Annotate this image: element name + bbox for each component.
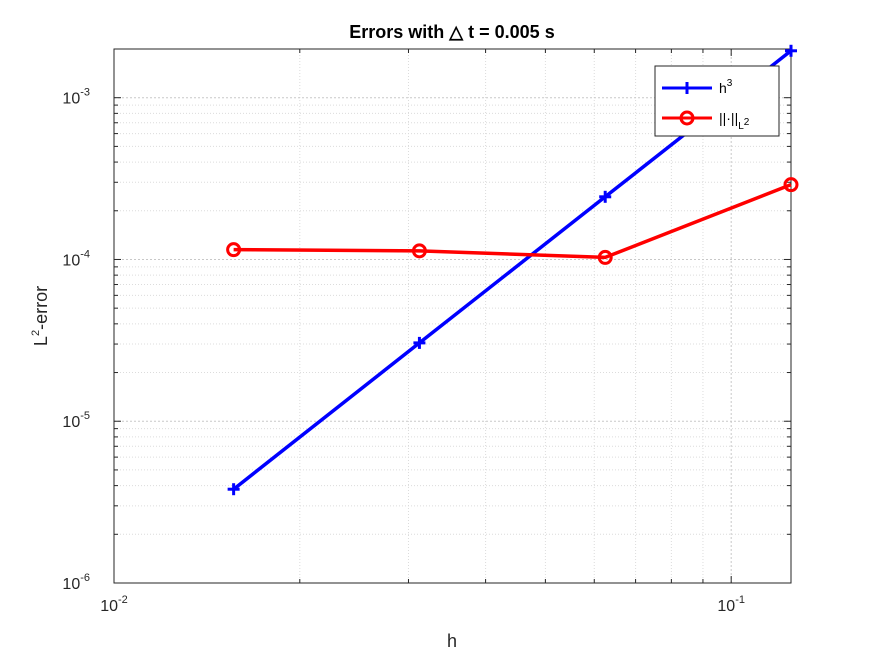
- legend-label-series-2: ||·||L2: [719, 110, 750, 132]
- y-axis-label: L2-error: [30, 286, 51, 346]
- series-1-point: [413, 336, 426, 349]
- series-2-point: [411, 243, 427, 259]
- tick-labels: 10-2 10-1 10-6 10-5 10-4 10-3: [62, 87, 745, 615]
- x-axis-label: h: [447, 631, 457, 651]
- legend-box: [654, 65, 780, 137]
- series-1-point: [227, 483, 240, 496]
- y-tick-label: 10-4: [62, 248, 90, 269]
- x-tick-label: 10-1: [717, 594, 745, 615]
- legend-label-series-1: h3: [719, 78, 733, 96]
- y-axis-label-sup: 2: [30, 330, 42, 336]
- series-2-point: [597, 249, 613, 265]
- y-tick-label: 10-3: [62, 87, 90, 108]
- plot-area-box: [113, 48, 792, 584]
- legend-marker-series-2: [679, 110, 695, 126]
- legend-marker-series-1: [681, 82, 693, 94]
- y-axis-label-base: L: [31, 336, 51, 346]
- series-2-point: [226, 242, 242, 258]
- series-1-point: [599, 190, 612, 203]
- series-2-line: [233, 183, 792, 260]
- series-1-point: [785, 44, 797, 57]
- y-tick-label: 10-6: [62, 572, 90, 593]
- tick-marks: [113, 48, 791, 584]
- y-tick-label: 10-5: [62, 410, 90, 431]
- y-axis-label-rest: -error: [31, 286, 51, 330]
- x-tick-label: 10-2: [100, 594, 128, 615]
- legend: h3 ||·||L2: [654, 65, 780, 137]
- svg-text:L2-error: L2-error: [30, 286, 51, 346]
- legend-circle-marker: [679, 110, 695, 126]
- legend-plus-marker: [681, 82, 693, 94]
- chart-title: Errors with △ t = 0.005 s: [349, 22, 554, 42]
- series-2-point: [783, 177, 799, 193]
